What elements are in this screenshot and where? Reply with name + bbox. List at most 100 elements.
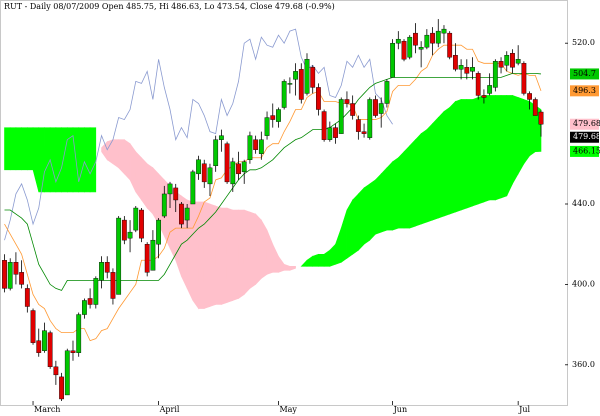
price-label-box	[570, 85, 599, 97]
cloud-segment	[232, 209, 239, 301]
candle-body	[207, 167, 213, 185]
candle-body	[7, 262, 13, 289]
cloud-segment	[238, 209, 245, 300]
candle-body	[241, 161, 247, 173]
candle-body	[418, 47, 424, 50]
candle-body	[36, 340, 42, 353]
candle-body	[395, 38, 401, 44]
candle-body	[230, 161, 236, 185]
cloud-segment	[55, 127, 62, 193]
cloud-segment	[398, 150, 405, 229]
cloud-segment	[15, 127, 22, 171]
cloud-segment	[432, 116, 439, 221]
y-tick-label: 440.0	[572, 199, 595, 208]
candle-body	[475, 73, 481, 96]
cloud-segment	[203, 201, 211, 309]
x-tick-label: Jul	[518, 405, 530, 414]
candle-body	[64, 350, 70, 396]
cloud-segment	[312, 253, 319, 267]
candle-body	[424, 34, 430, 48]
candle-body	[42, 330, 47, 351]
candle-body	[213, 139, 219, 167]
cloud-segment	[466, 99, 473, 209]
candle-body	[430, 32, 435, 44]
cloud-segment	[346, 198, 353, 259]
candle-body	[167, 183, 173, 195]
cloud-segment	[89, 127, 97, 193]
cloud-segment	[363, 183, 371, 245]
candle-body	[361, 131, 367, 134]
candle-body	[390, 42, 396, 78]
cloud-segment	[135, 150, 142, 201]
cloud-segment	[375, 173, 382, 235]
cloud-segment	[318, 253, 325, 267]
candle-body	[384, 81, 390, 104]
cloud-segment	[255, 213, 262, 286]
y-tick-label: 520.0	[572, 38, 595, 47]
candle-body	[139, 209, 144, 239]
candle-body	[470, 67, 475, 72]
cloud-segment	[141, 157, 148, 209]
candle-body	[413, 32, 418, 46]
cloud-segment	[460, 99, 468, 211]
candle-body	[498, 61, 504, 68]
price-label: 504.7	[573, 69, 596, 78]
cloud-segment	[380, 167, 388, 233]
candle-body	[201, 163, 207, 183]
cloud-segment	[4, 127, 11, 171]
candle-body	[510, 53, 515, 68]
candle-body	[333, 127, 338, 138]
cloud-segment	[358, 187, 365, 251]
chart-title: RUT - Daily 08/07/2009 Open 485.75, Hi 4…	[4, 2, 335, 11]
cloud-segment	[112, 139, 119, 169]
cloud-segment	[243, 209, 251, 296]
cloud-segment	[215, 205, 222, 305]
candle-body	[481, 95, 487, 98]
x-tick-label: March	[34, 405, 60, 414]
cloud-segment	[489, 95, 496, 201]
candle-body	[144, 243, 150, 273]
candle-body	[373, 99, 378, 116]
candle-body	[53, 366, 59, 376]
candle-body	[184, 207, 190, 221]
candle-body	[515, 59, 521, 64]
cloud-segment	[226, 207, 234, 303]
cloud-segment	[61, 127, 68, 193]
candle-body	[538, 111, 544, 125]
candle-body	[492, 61, 498, 88]
cloud-segment	[403, 144, 411, 229]
candle-body	[487, 85, 493, 94]
candle-body	[87, 298, 93, 305]
cloud-segment	[84, 127, 91, 193]
candle-body	[355, 119, 361, 132]
candle-body	[407, 36, 413, 58]
cloud-segment	[500, 95, 508, 199]
cloud-segment	[443, 106, 450, 217]
candle-body	[447, 32, 453, 58]
candle-body	[435, 30, 441, 44]
candle-body	[24, 288, 30, 307]
candle-body	[133, 207, 139, 231]
cloud-segment	[21, 127, 28, 171]
candle-body	[224, 143, 230, 183]
candle-body	[441, 28, 447, 34]
candle-body	[452, 55, 458, 70]
candle-body	[99, 262, 104, 281]
cloud-segment	[152, 167, 159, 226]
cloud-segment	[369, 179, 376, 241]
cloud-segment	[9, 127, 17, 171]
candle-body	[464, 67, 470, 74]
candle-body	[70, 350, 76, 353]
price-label: 479.68	[573, 119, 600, 128]
cloud-segment	[352, 193, 359, 255]
x-tick-label: April	[159, 405, 180, 414]
price-label-box	[570, 68, 599, 80]
price-label: 466.155	[573, 146, 600, 155]
candle-body	[19, 272, 25, 285]
candle-body	[504, 55, 510, 66]
y-tick-label: 360.0	[572, 360, 595, 369]
candle-body	[321, 111, 327, 140]
cloud-segment	[477, 95, 485, 205]
cloud-segment	[249, 211, 256, 289]
